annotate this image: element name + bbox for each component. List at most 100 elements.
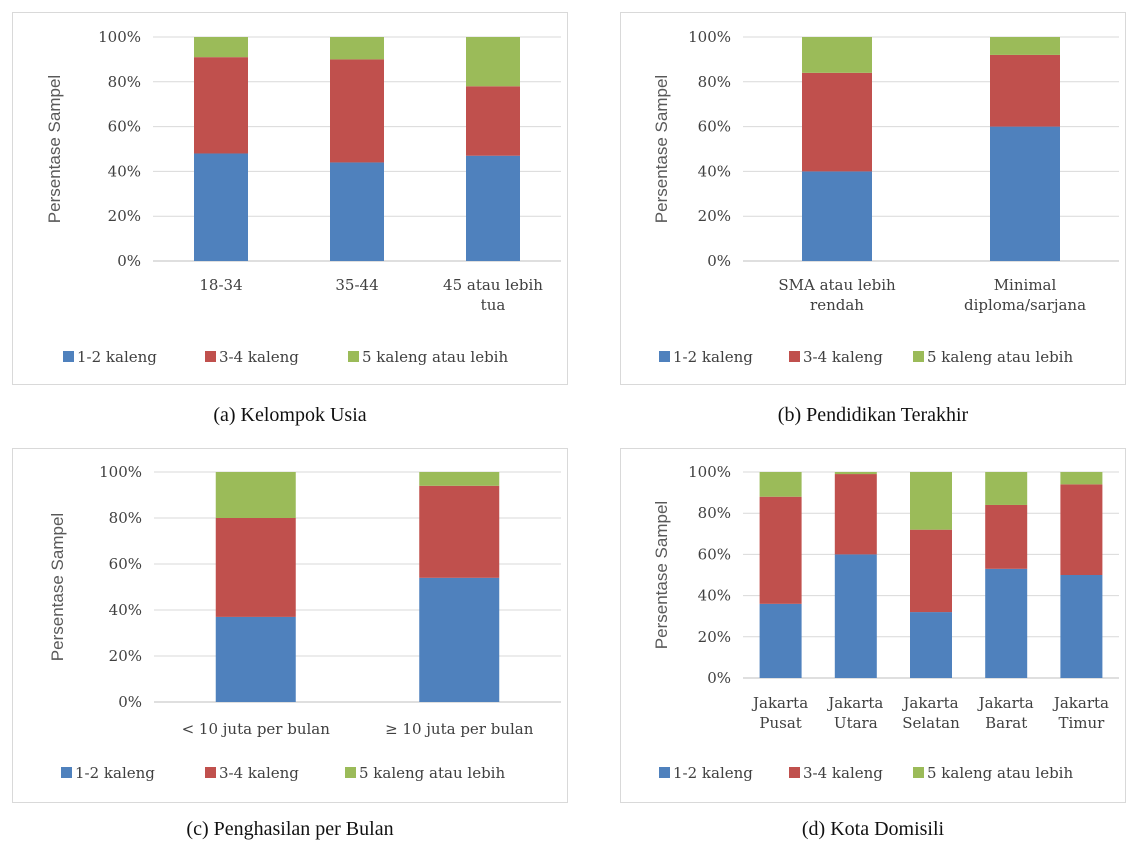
x-tick-label: Jakarta [1052,694,1109,712]
bar-segment [802,72,872,172]
chart-d-svg: 0% 20% 40% 60% 80% 100% Persentase Sampel Jakar… [652,463,1119,782]
y-axis-title: Persentase Sampel [48,513,67,661]
y-tick-label: 20% [108,207,141,225]
bar-segment [802,37,872,73]
y-tick-label: 40% [698,162,731,180]
legend-swatch [205,351,216,362]
legend-label: 1-2 kaleng [75,764,155,782]
y-tick-label: 20% [698,207,731,225]
legend-swatch [345,767,356,778]
chart-panel-a: 0% 20% 40% 60% 80% 100% Persentase Sampel 18-34… [12,12,568,385]
y-tick-label: 20% [698,628,731,646]
legend-swatch [63,351,74,362]
chart-panel-c: 0% 20% 40% 60% 80% 100% Persentase Sampel < 10 … [12,448,568,803]
bar-segment [759,496,802,604]
legend-label: 5 kaleng atau lebih [362,348,508,366]
x-tick-label: < 10 juta per bulan [182,720,331,738]
bar-segment [985,472,1028,505]
legend-swatch [789,351,800,362]
bar-segment [910,529,952,613]
legend-label: 5 kaleng atau lebih [927,764,1073,782]
chart-panel-b: 0% 20% 40% 60% 80% 100% Persentase Sampel SMA a… [620,12,1126,385]
bar-segment [990,126,1060,261]
bar-segment [990,37,1060,55]
x-tick-label: Jakarta [826,694,883,712]
y-tick-label: 80% [698,73,731,91]
bar-segment [910,612,952,678]
bar-segment [466,155,520,261]
chart-a-svg: 0% 20% 40% 60% 80% 100% Persentase Sampel 18-34… [45,28,561,366]
x-tick-label: 35-44 [335,276,378,294]
y-tick-label: 40% [698,587,731,605]
bar-segment [330,162,384,261]
y-tick-label: 60% [108,118,141,136]
chart-panel-d: 0% 20% 40% 60% 80% 100% Persentase Sampel Jakar… [620,448,1126,803]
legend-label: 3-4 kaleng [803,764,883,782]
bar-segment [1060,484,1103,575]
caption-d: (d) Kota Domisili [801,818,945,840]
legend-label: 1-2 kaleng [673,348,753,366]
legend-swatch [348,351,359,362]
y-tick-label: 80% [698,504,731,522]
bar-segment [466,86,520,156]
y-tick-label: 80% [109,509,142,527]
bar-segment [910,472,952,530]
bar-segment [194,57,248,154]
chart-b-svg: 0% 20% 40% 60% 80% 100% Persentase Sampel SMA a… [652,28,1119,366]
x-tick-label: Pusat [759,714,801,732]
bar-segment [194,37,248,58]
bar-segment [802,171,872,261]
bar-segment [419,485,500,578]
legend-swatch [61,767,72,778]
y-axis-title: Persentase Sampel [652,75,671,223]
legend-label: 1-2 kaleng [77,348,157,366]
bar-segment [1060,472,1103,485]
legend-label: 5 kaleng atau lebih [927,348,1073,366]
legend-label: 3-4 kaleng [219,348,299,366]
legend-swatch [789,767,800,778]
x-tick-label: Timur [1058,714,1105,732]
bar-segment [194,153,248,261]
bar-segment [834,472,877,475]
x-tick-label: Utara [834,714,878,732]
bar-segment [834,554,877,678]
bar-segment [215,518,296,617]
bar-segment [759,603,802,678]
chart-c-svg: 0% 20% 40% 60% 80% 100% Persentase Sampel < 10 … [48,463,561,782]
y-tick-label: 80% [108,73,141,91]
x-tick-label: rendah [810,296,864,314]
x-tick-label: tua [481,296,506,314]
bar-segment [985,504,1028,569]
bar-segment [834,474,877,555]
legend-label: 3-4 kaleng [219,764,299,782]
bar-segment [419,472,500,486]
caption-a: (a) Kelompok Usia [213,404,367,426]
caption-b: (b) Pendidikan Terakhir [777,404,969,426]
y-tick-label: 0% [117,252,141,270]
y-tick-label: 60% [109,555,142,573]
legend-swatch [913,767,924,778]
bar-segment [215,616,296,702]
bar-segment [1060,575,1103,678]
legend-label: 5 kaleng atau lebih [359,764,505,782]
bar-segment [215,472,296,518]
y-tick-label: 60% [698,118,731,136]
y-tick-label: 100% [688,463,731,481]
x-tick-label: Jakarta [977,694,1034,712]
x-tick-label: 18-34 [199,276,242,294]
bar-segment [985,568,1028,678]
y-tick-label: 60% [698,545,731,563]
x-tick-label: Barat [985,714,1027,732]
legend-label: 3-4 kaleng [803,348,883,366]
legend-swatch [659,351,670,362]
legend-swatch [913,351,924,362]
y-tick-label: 100% [98,28,141,46]
bar-segment [419,577,500,702]
x-tick-label: Jakarta [901,694,958,712]
y-axis-title: Persentase Sampel [652,501,671,649]
y-tick-label: 0% [707,669,731,687]
x-tick-label: Jakarta [751,694,808,712]
y-tick-label: 100% [688,28,731,46]
legend-swatch [205,767,216,778]
bar-segment [759,472,802,497]
